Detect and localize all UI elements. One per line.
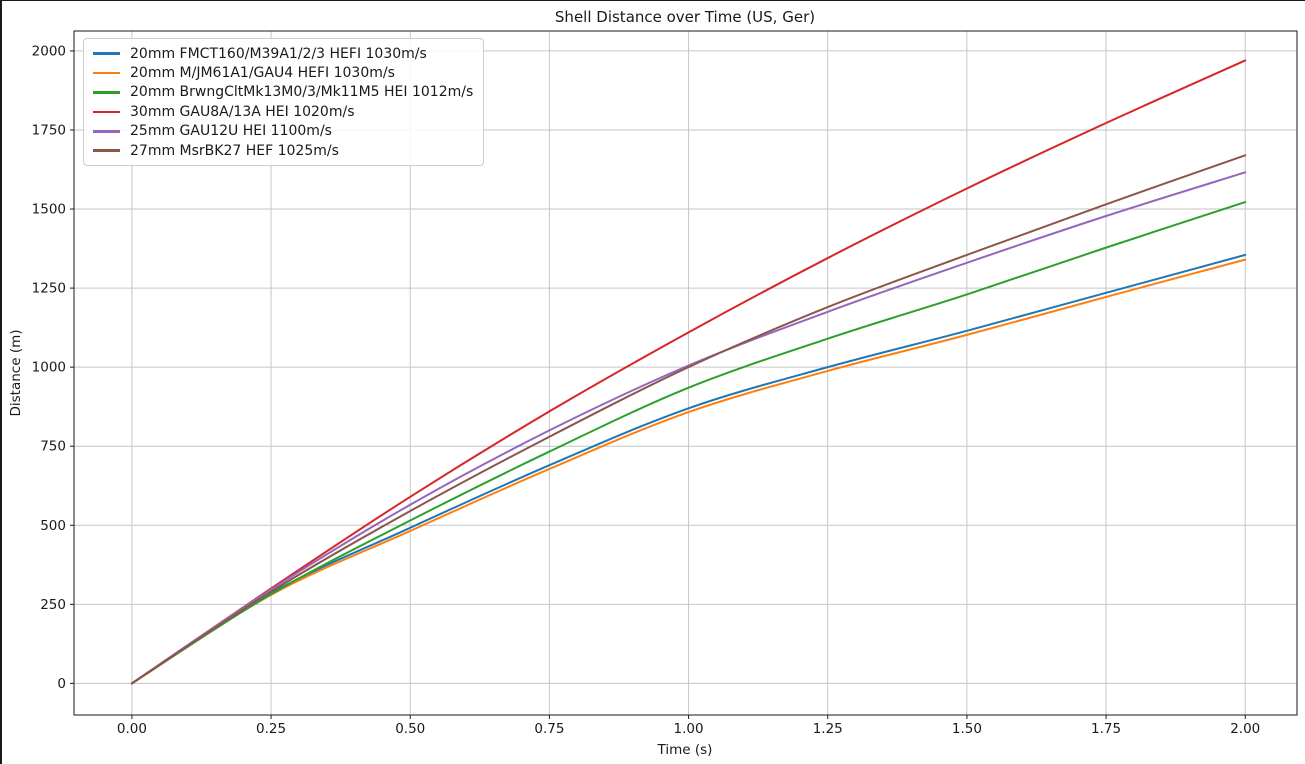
axes-frame xyxy=(73,30,1298,716)
y-tick-label: 2000 xyxy=(32,43,66,59)
x-tick-label: 1.50 xyxy=(952,721,982,737)
legend: 20mm FMCT160/M39A1/2/3 HEFI 1030m/s 20mm … xyxy=(83,38,485,167)
legend-item: 20mm FMCT160/M39A1/2/3 HEFI 1030m/s xyxy=(93,44,473,63)
legend-line-swatch xyxy=(93,91,120,94)
y-tick-label: 1500 xyxy=(32,202,66,218)
series-line-2 xyxy=(130,201,1247,685)
legend-line-swatch xyxy=(93,52,120,55)
legend-line-swatch xyxy=(93,129,120,133)
x-tick-label: 0.75 xyxy=(534,721,564,737)
y-tick-label: 250 xyxy=(40,597,66,613)
legend-line-swatch xyxy=(93,71,120,75)
legend-item: 25mm GAU12U HEI 1100m/s xyxy=(93,122,473,141)
y-tick-label: 750 xyxy=(40,439,66,455)
chart-title: Shell Distance over Time (US, Ger) xyxy=(554,8,816,26)
legend-item: 20mm M/JM61A1/GAU4 HEFI 1030m/s xyxy=(93,63,473,82)
y-tick-label: 1750 xyxy=(32,122,66,138)
x-tick-label: 0.25 xyxy=(256,721,286,737)
legend-item: 30mm GAU8A/13A HEI 1020m/s xyxy=(93,102,473,121)
y-tick-label: 0 xyxy=(57,676,66,692)
legend-label: 20mm BrwngCltMk13M0/3/Mk11M5 HEI 1012m/s xyxy=(130,84,474,101)
y-axis-label: Distance (m) xyxy=(8,329,24,417)
y-tick-label: 1000 xyxy=(32,360,66,376)
legend-item: 27mm MsrBK27 HEF 1025m/s xyxy=(93,141,473,160)
x-tick-label: 1.75 xyxy=(1091,721,1121,737)
legend-item: 20mm BrwngCltMk13M0/3/Mk11M5 HEI 1012m/s xyxy=(93,83,473,102)
x-tick-label: 1.25 xyxy=(813,721,843,737)
y-tick-label: 500 xyxy=(40,518,66,534)
legend-line-swatch xyxy=(93,110,120,114)
x-tick-label: 2.00 xyxy=(1230,721,1260,737)
legend-line-swatch xyxy=(93,149,120,152)
legend-label: 20mm M/JM61A1/GAU4 HEFI 1030m/s xyxy=(130,65,395,82)
series-line-4 xyxy=(130,171,1247,685)
legend-label: 25mm GAU12U HEI 1100m/s xyxy=(130,123,332,140)
legend-label: 30mm GAU8A/13A HEI 1020m/s xyxy=(130,103,355,120)
series-line-3 xyxy=(130,59,1247,685)
series-line-1 xyxy=(130,258,1247,685)
legend-label: 20mm FMCT160/M39A1/2/3 HEFI 1030m/s xyxy=(130,45,427,62)
x-axis-label: Time (s) xyxy=(657,742,713,758)
x-tick-label: 0.50 xyxy=(395,721,425,737)
series-line-5 xyxy=(130,154,1247,685)
x-tick-label: 1.00 xyxy=(674,721,704,737)
y-tick-label: 1250 xyxy=(32,281,66,297)
legend-label: 27mm MsrBK27 HEF 1025m/s xyxy=(130,142,339,159)
x-tick-label: 0.00 xyxy=(117,721,147,737)
